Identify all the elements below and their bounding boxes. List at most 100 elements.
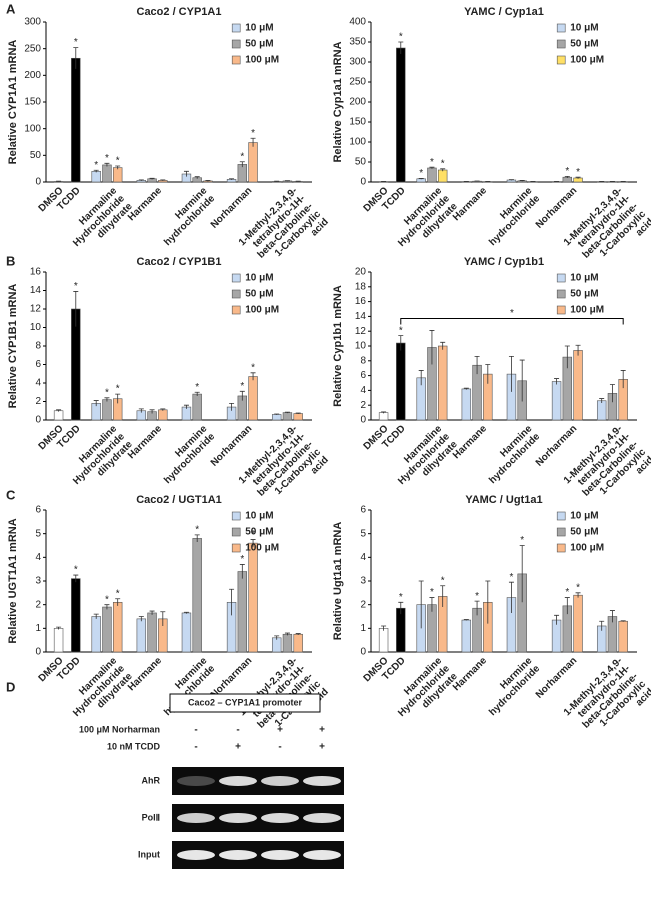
error-bar <box>554 614 560 625</box>
error-bar <box>194 534 200 542</box>
error-bar <box>239 390 245 401</box>
error-bar <box>149 409 155 414</box>
error-bar <box>620 620 626 622</box>
y-tick-label: 6 <box>35 359 41 370</box>
y-tick-label: 12 <box>30 304 42 315</box>
significance-bracket <box>400 317 624 325</box>
error-bar <box>418 370 424 386</box>
y-tick-label: 6 <box>360 370 366 381</box>
y-tick-label: 2 <box>35 396 41 407</box>
error-bar <box>398 335 404 351</box>
error-bar <box>229 402 235 411</box>
error-bar <box>183 170 189 177</box>
bar <box>271 414 282 421</box>
error-bar <box>229 178 235 180</box>
significance-star: * <box>565 587 569 598</box>
error-bar <box>519 359 525 402</box>
significance-star: * <box>520 535 524 546</box>
error-bar <box>93 400 99 407</box>
x-tick-label: Harmane <box>451 655 489 693</box>
y-tick-label: 100 <box>349 137 366 148</box>
error-bar <box>485 364 491 384</box>
legend-swatch <box>231 273 241 283</box>
bar <box>147 612 157 653</box>
bar <box>112 601 123 653</box>
error-bar <box>56 180 62 182</box>
error-bar <box>398 41 404 54</box>
bar <box>437 169 448 183</box>
gel-band <box>219 813 257 823</box>
error-bar <box>274 635 280 640</box>
bar <box>248 142 258 183</box>
bar <box>192 538 202 653</box>
x-tick-label: Harminehydrochloride <box>479 655 542 718</box>
error-bar <box>429 597 435 612</box>
condition-label: 100 μM Norharman <box>79 724 160 734</box>
legend-label: 50 μM <box>245 289 273 300</box>
panel-label: C <box>6 487 16 502</box>
y-tick-label: 4 <box>360 385 366 396</box>
gel-band <box>219 850 257 860</box>
error-bar <box>138 616 144 622</box>
error-bar <box>575 176 581 179</box>
significance-star: * <box>419 168 423 179</box>
gel-band <box>303 776 341 786</box>
error-bar <box>508 355 514 392</box>
x-tick-label: Harminehydrochloride <box>154 185 217 248</box>
error-bar <box>239 564 245 579</box>
error-bar <box>295 180 301 182</box>
bar <box>237 571 248 653</box>
bar <box>53 628 64 653</box>
legend-swatch <box>231 543 241 553</box>
bar <box>53 410 64 421</box>
bar <box>136 618 147 653</box>
panel-label: D <box>6 679 15 694</box>
gel-band <box>303 850 341 860</box>
bar <box>396 607 406 653</box>
legend-swatch <box>231 289 241 299</box>
condition-label: 10 nM TCDD <box>107 741 161 751</box>
legend-label: 100 μM <box>570 543 604 554</box>
x-tick-label: Harmane <box>126 185 164 223</box>
error-bar <box>609 384 615 403</box>
x-tick-label: Norharman <box>534 655 580 701</box>
error-bar <box>138 179 144 181</box>
y-tick-label: 200 <box>349 97 366 108</box>
chart-title: Caco2 / CYP1B1 <box>137 256 222 268</box>
y-axis-label: Relative CYP1A1 mRNA <box>7 40 19 165</box>
x-tick-label: Harmane <box>451 423 489 461</box>
legend-label: 10 μM <box>570 23 598 34</box>
error-bar <box>149 177 155 180</box>
legend-swatch <box>231 39 241 49</box>
bar <box>461 619 472 653</box>
error-bar <box>56 409 62 412</box>
bar <box>91 616 101 653</box>
y-tick-label: 16 <box>30 267 42 278</box>
bar <box>181 406 192 421</box>
condition-sign: + <box>319 725 325 736</box>
legend-label: 10 μM <box>245 273 273 284</box>
y-tick-label: 250 <box>24 43 41 54</box>
significance-star: * <box>430 157 434 168</box>
error-bar <box>194 391 200 396</box>
y-tick-label: 3 <box>35 576 41 587</box>
y-tick-label: 5 <box>360 528 366 539</box>
legend-label: 50 μM <box>570 39 598 50</box>
error-bar <box>554 378 560 385</box>
bar <box>192 393 202 421</box>
y-tick-label: 150 <box>24 97 41 108</box>
x-tick-label: Norharman <box>209 185 255 231</box>
error-bar <box>73 47 79 69</box>
y-tick-label: 1 <box>360 623 366 634</box>
error-bar <box>115 598 121 606</box>
error-bar <box>508 179 514 181</box>
y-tick-label: 8 <box>360 355 366 366</box>
bar <box>293 633 303 653</box>
error-bar <box>250 539 256 547</box>
bar <box>461 388 472 421</box>
legend-swatch <box>556 511 566 521</box>
condition-sign: + <box>277 725 283 736</box>
y-tick-label: 250 <box>349 77 366 88</box>
y-tick-label: 16 <box>355 296 367 307</box>
